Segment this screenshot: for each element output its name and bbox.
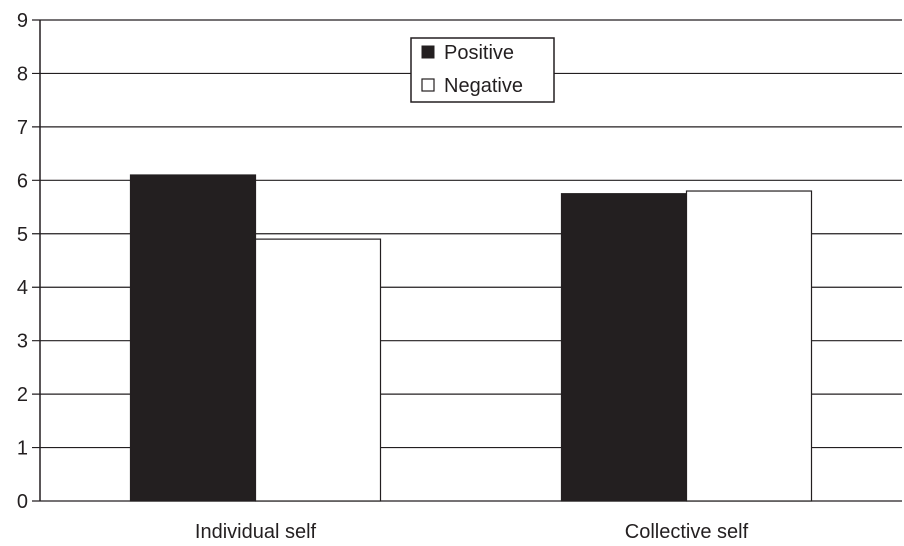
y-axis-ticks: 0 1 2 3 4 5 6 7 8 9: [17, 10, 28, 513]
y-tick-label: 6: [17, 170, 28, 192]
x-category-label: Collective self: [625, 521, 749, 543]
y-tick-label: 4: [17, 277, 28, 299]
bar-positive-1: [129, 174, 257, 502]
x-category-label: Individual self: [195, 521, 317, 543]
legend-box: [410, 37, 555, 103]
legend-label-negative: Negative: [444, 75, 523, 97]
y-tick-label: 0: [17, 491, 28, 513]
legend-label-positive: Positive: [444, 42, 514, 64]
y-tick-label: 8: [17, 63, 28, 85]
bars: [129, 174, 813, 502]
bar-positive-2: [560, 193, 688, 502]
bar-negative-1: [254, 238, 382, 502]
y-tick-label: 1: [17, 438, 28, 460]
y-tick-label: 3: [17, 331, 28, 353]
y-tick-label: 2: [17, 384, 28, 406]
legend: Positive Negative: [410, 37, 555, 103]
y-tick-label: 9: [17, 10, 28, 32]
bar-negative-2: [685, 190, 813, 502]
x-axis-labels: Individual self Collective self: [195, 521, 749, 543]
legend-swatch-negative: [421, 78, 435, 92]
y-tick-label: 7: [17, 117, 28, 139]
y-tick-label: 5: [17, 224, 28, 246]
legend-swatch-positive: [421, 45, 435, 59]
